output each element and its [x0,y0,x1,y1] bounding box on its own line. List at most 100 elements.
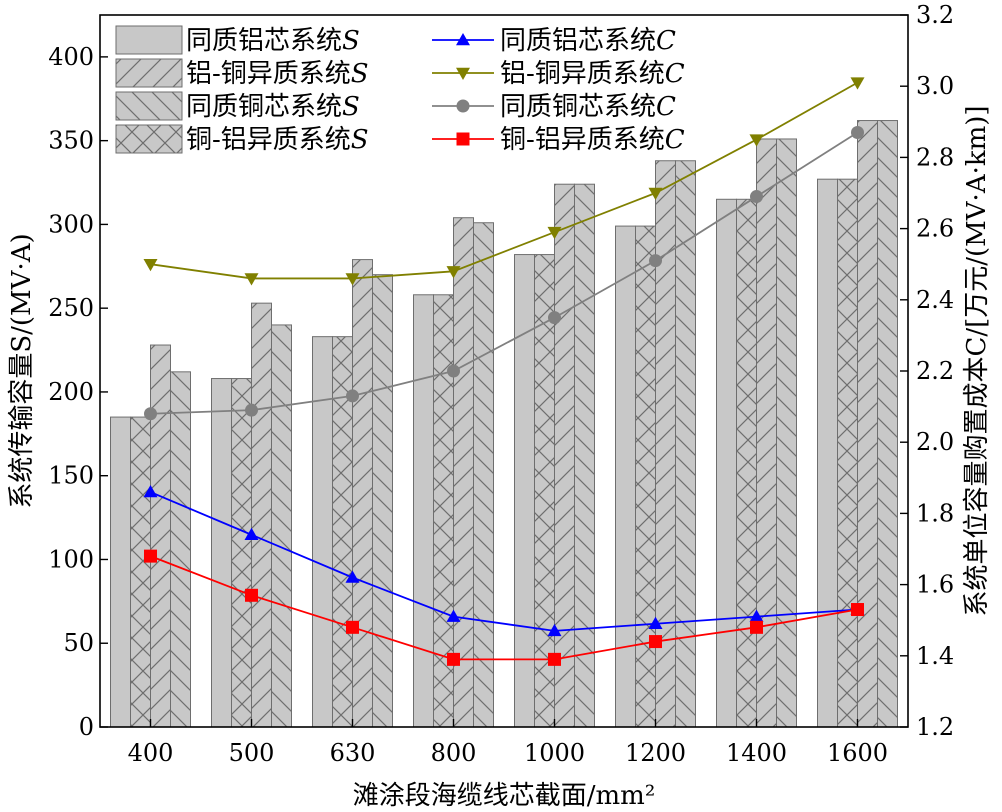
marker-1-2 [345,273,360,286]
x-axis-title: 滩涂段海缆线芯截面/mm² [353,781,656,811]
bar-0-5 [615,225,636,728]
legend-symbol: C [665,59,685,89]
right-tick-label-10: 3.2 [916,1,954,29]
x-tick-label-3: 800 [431,739,477,767]
axes-layer: 0 50 100 150 200 250 300 350 400 1.2 1.4 1.6 1.8 2.0 2… [48,1,954,767]
marker-1-5 [648,187,663,200]
marker-0-6 [749,609,764,622]
left-tick-label-8: 400 [48,43,94,71]
marker-3-4 [548,652,561,666]
marker-1-6 [749,134,764,147]
marker-3-3 [447,652,460,666]
marker-2-0 [144,407,157,421]
bar-2-7 [877,120,898,728]
x-tick-label-2: 630 [330,739,376,767]
x-tick-label-5: 1200 [625,739,686,767]
marker-3-6 [750,620,763,634]
legend-label-line-0: 同质铝芯系统C [500,26,676,56]
right-tick-label-2: 1.6 [916,571,954,599]
right-tick-label-1: 1.4 [916,642,954,670]
marker-2-6 [750,190,763,204]
marker-1-1 [244,273,259,286]
bar-3-6 [736,198,757,728]
bar-3-0 [130,416,151,728]
legend-symbol: S [351,125,369,155]
x-tick-label-6: 1400 [726,739,787,767]
bar-0-3 [413,294,434,728]
marker-2-1 [245,403,258,417]
bar-1-6 [756,138,777,728]
legend-symbol: S [342,92,360,122]
bar-2-4 [574,183,595,728]
x-tick-label-0: 400 [128,739,174,767]
right-tick-label-3: 1.8 [916,499,954,527]
legend-swatch-bar-2 [115,91,183,121]
marker-0-2 [345,570,360,583]
legend-marker-1 [456,67,470,80]
bar-1-4 [554,183,575,728]
legend: 同质铝芯系统S 同质铝芯系统C 铝-铜异质系统S 铝-铜异质系统C 同质铜芯系统S 同质铜… [115,25,685,155]
legend-label-line-3: 铜-铝异质系统C [500,125,685,155]
legend-swatch-bar-1 [115,58,183,88]
bar-2-6 [776,138,797,728]
legend-label-line-2: 同质铜芯系统C [500,92,676,122]
bar-0-4 [514,254,535,728]
bar-0-0 [110,416,131,728]
left-tick-label-3: 150 [48,462,94,490]
legend-label-line-1: 铝-铜异质系统C [500,59,685,89]
right-tick-label-8: 2.8 [916,143,954,171]
marker-3-5 [649,635,662,649]
marker-3-0 [144,549,157,563]
line-series-0 [150,491,858,632]
bar-3-1 [231,378,252,728]
left-tick-label-0: 0 [79,713,94,741]
legend-marker-2 [456,99,470,113]
bars-layer [110,120,898,728]
marker-1-4 [547,226,562,240]
marker-3-7 [851,603,864,617]
bar-3-5 [635,225,656,728]
line-series-2 [150,131,858,415]
marker-1-3 [446,266,461,279]
left-tick-label-2: 100 [48,545,94,573]
line-series-3 [150,555,858,661]
axis-titles: 滩涂段海缆线芯截面/mm² 系统传输容量S/(MV·A) 系统单位容量购置成本C/[… [7,105,992,811]
marker-2-3 [447,364,460,378]
bar-0-1 [211,378,232,728]
left-tick-label-6: 300 [48,210,94,238]
y-axis-left-title: 系统传输容量S/(MV·A) [7,233,37,508]
legend-symbol: C [656,26,676,56]
legend-marker-3 [456,132,470,146]
bar-1-2 [352,259,373,728]
marker-1-7 [850,77,865,90]
marker-0-0 [143,485,158,498]
legend-symbol: C [665,125,685,155]
line-series-1 [150,81,858,280]
legend-swatch-bar-3 [115,124,183,154]
right-tick-label-5: 2.2 [916,357,954,385]
x-tick-label-4: 1000 [524,739,585,767]
legend-symbol: S [351,59,369,89]
y-axis-right-title: 系统单位容量购置成本C/[万元/(MV·A·km)] [962,105,992,616]
bar-2-1 [271,324,292,728]
marker-3-1 [245,588,258,602]
right-tick-label-6: 2.4 [916,286,954,314]
x-tick-label-1: 500 [229,739,275,767]
bar-2-3 [473,222,494,728]
bar-0-6 [716,198,737,728]
right-tick-label-7: 2.6 [916,215,954,243]
marker-2-2 [346,389,359,403]
marker-0-3 [446,609,461,622]
legend-marker-0 [456,33,470,46]
legend-symbol: S [342,26,360,56]
left-tick-label-1: 50 [63,629,94,657]
legend-label-bar-3: 铜-铝异质系统S [186,125,369,155]
marker-0-1 [244,527,259,541]
legend-label-bar-0: 同质铝芯系统S [186,26,360,56]
bar-2-0 [170,371,191,728]
bar-1-1 [251,302,272,728]
bar-1-0 [150,344,171,728]
marker-0-5 [648,616,663,630]
marker-2-4 [548,311,561,325]
